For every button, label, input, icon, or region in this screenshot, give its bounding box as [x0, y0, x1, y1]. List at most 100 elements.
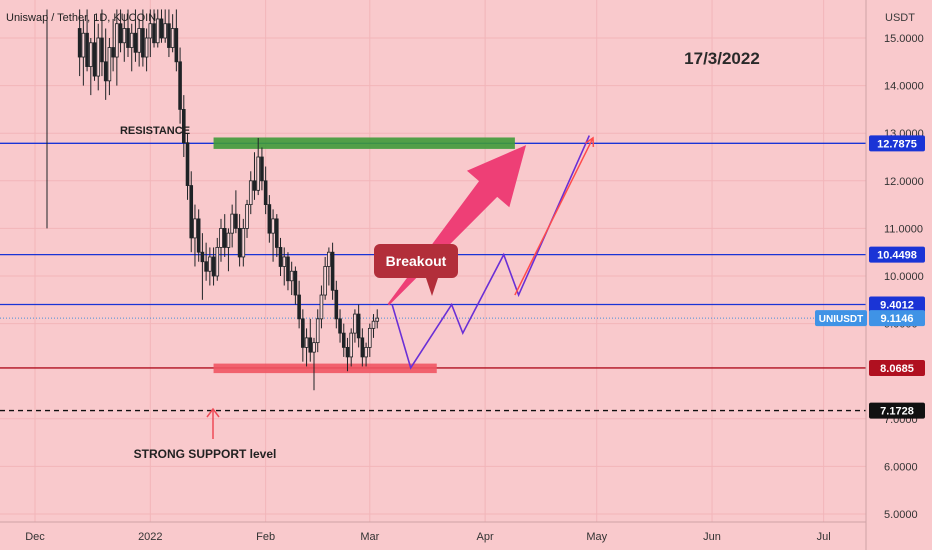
candle-body — [256, 156, 260, 191]
candle — [349, 328, 353, 367]
candle-body — [282, 256, 287, 267]
candle — [360, 328, 365, 367]
candle-body — [222, 227, 227, 248]
candle — [196, 209, 201, 262]
candle-body — [107, 47, 112, 82]
candle-body — [371, 320, 376, 329]
candle — [252, 152, 257, 200]
x-tick-label: Mar — [360, 531, 379, 543]
candle-body — [315, 318, 320, 344]
candle-body — [174, 28, 179, 63]
candle — [141, 9, 145, 67]
x-tick-label: Apr — [477, 531, 494, 543]
y-tick-label: 11.0000 — [884, 223, 923, 235]
price-badge: 7.1728 — [869, 402, 925, 419]
candle — [211, 247, 216, 286]
candle — [208, 247, 212, 286]
candle — [178, 47, 182, 124]
x-tick-label: Dec — [25, 531, 45, 543]
candle — [267, 195, 272, 243]
candle — [312, 337, 316, 391]
candle — [193, 204, 197, 267]
price-badge-label: 10.4498 — [877, 250, 917, 262]
candle — [315, 309, 320, 353]
candle-body — [304, 337, 309, 348]
y-axis-strip — [866, 0, 932, 550]
candle-body — [367, 327, 372, 348]
candle — [226, 228, 231, 272]
symbol-badge-label: UNIUSDT — [819, 314, 863, 325]
candle-body — [297, 294, 301, 320]
candle — [274, 214, 279, 257]
candle-body — [148, 23, 153, 39]
candle — [230, 204, 234, 248]
candle-body — [286, 256, 290, 282]
candle — [364, 342, 368, 367]
candle — [323, 256, 327, 300]
y-tick-label: 12.0000 — [884, 176, 924, 188]
candles — [46, 9, 380, 391]
candle-body — [133, 32, 138, 53]
candle-body — [375, 317, 380, 322]
candle — [319, 285, 324, 329]
candle — [241, 218, 246, 267]
price-badge: 9.4012 — [869, 296, 925, 313]
candle — [77, 9, 82, 77]
support-zone — [213, 363, 437, 374]
candle — [327, 247, 331, 286]
candle-body — [189, 185, 194, 239]
price-badge-label: 8.0685 — [880, 363, 914, 375]
candle — [100, 9, 104, 77]
candle — [122, 14, 127, 62]
candle — [263, 166, 268, 215]
candle-body — [170, 28, 175, 48]
candle-body — [219, 227, 223, 248]
candle — [133, 9, 138, 62]
x-tick-label: Feb — [256, 531, 275, 543]
candle — [152, 9, 156, 48]
candle-body — [77, 28, 82, 58]
candle — [293, 266, 298, 305]
candle-body — [345, 346, 350, 358]
candle — [129, 23, 134, 72]
candle-body — [85, 32, 89, 67]
candle-body — [234, 213, 238, 229]
candle — [301, 309, 305, 362]
candle — [92, 14, 97, 81]
candle-body — [308, 337, 313, 353]
candle-body — [364, 346, 368, 358]
resistance-zone — [213, 137, 515, 149]
candle-body — [289, 270, 294, 282]
candle-body — [208, 256, 212, 272]
x-axis-ticks: Dec 2022 Feb Mar Apr May Jun Jul — [25, 531, 830, 543]
price-badge: 10.4498 — [869, 246, 925, 263]
candle-body — [241, 227, 246, 258]
candle — [330, 242, 335, 300]
price-badge: 12.7875 — [869, 135, 925, 152]
price-badges: 12.7875 10.4498 9.4012 8.0685 7.1728 9.1146 UN… — [815, 135, 925, 419]
candle-body — [96, 37, 101, 77]
candle-body — [89, 42, 93, 67]
price-badge-label: 7.1728 — [880, 406, 914, 418]
y-tick-label: 6.0000 — [884, 461, 918, 473]
candle — [338, 309, 342, 343]
candle — [234, 190, 238, 234]
candle — [367, 323, 372, 357]
candle-body — [155, 18, 160, 44]
candle — [103, 28, 108, 100]
candle-body — [163, 23, 168, 39]
red-projection-line — [514, 137, 594, 296]
candle-body — [152, 23, 156, 44]
candle — [260, 147, 264, 191]
candle-body — [167, 23, 171, 48]
y-tick-label: 15.0000 — [884, 33, 924, 45]
candle-body — [301, 318, 305, 348]
candle-body — [353, 313, 357, 334]
candle-body — [319, 294, 324, 320]
candle — [155, 9, 160, 48]
candle-body — [178, 61, 182, 110]
candle — [353, 309, 357, 343]
candle — [126, 9, 130, 58]
